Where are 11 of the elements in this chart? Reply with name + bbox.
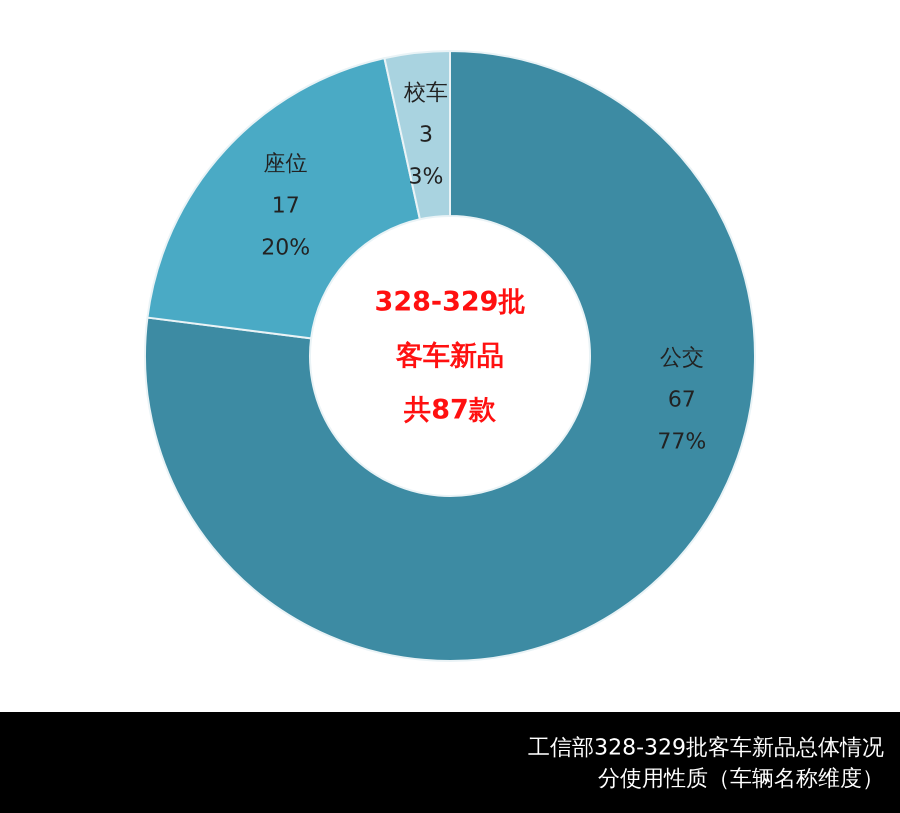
slice-label: 公交	[660, 346, 704, 371]
data-label: 67 77%	[657, 388, 706, 455]
data-label: 3 3%	[408, 122, 444, 190]
text: 328-329批	[374, 286, 526, 318]
slice-label: 座位	[264, 151, 308, 176]
slice-label: 校车	[402, 80, 448, 106]
text: 客车新品	[395, 340, 504, 372]
data-label: 17 20%	[261, 193, 310, 260]
text: 工信部328-329批客车新品总体情况	[528, 736, 884, 760]
text: 共87款	[403, 394, 497, 426]
text: 分使用性质（车辆名称维度）	[598, 766, 884, 792]
